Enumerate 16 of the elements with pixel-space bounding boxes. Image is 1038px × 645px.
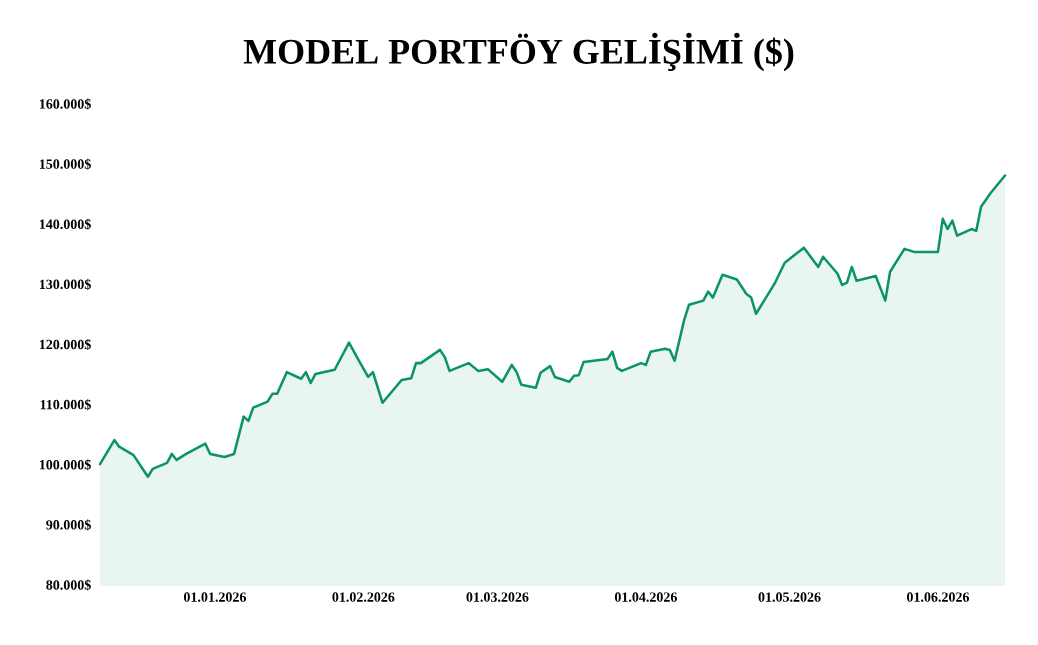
y-tick-label: 80.000$ bbox=[46, 579, 91, 591]
x-tick-label: 01.04.2026 bbox=[614, 592, 677, 602]
x-tick-label: 01.06.2026 bbox=[906, 592, 970, 602]
x-tick-label: 01.02.2026 bbox=[332, 592, 395, 602]
x-tick-label: 01.05.2026 bbox=[758, 592, 821, 602]
y-tick-label: 110.000$ bbox=[40, 399, 91, 411]
y-tick-label: 100.000$ bbox=[39, 459, 91, 471]
y-tick-label: 130.000$ bbox=[39, 278, 91, 290]
y-tick-label: 150.000$ bbox=[39, 158, 91, 170]
y-tick-label: 90.000$ bbox=[46, 519, 91, 531]
y-tick-label: 120.000$ bbox=[39, 338, 91, 351]
x-tick-label: 01.01.2026 bbox=[183, 592, 247, 602]
y-tick-label: 160.000$ bbox=[39, 98, 91, 110]
y-tick-label: 140.000$ bbox=[39, 218, 91, 230]
x-tick-label: 01.03.2026 bbox=[466, 592, 529, 602]
chart-title: MODEL PORTFÖY GELİŞİMİ ($) bbox=[243, 32, 794, 72]
